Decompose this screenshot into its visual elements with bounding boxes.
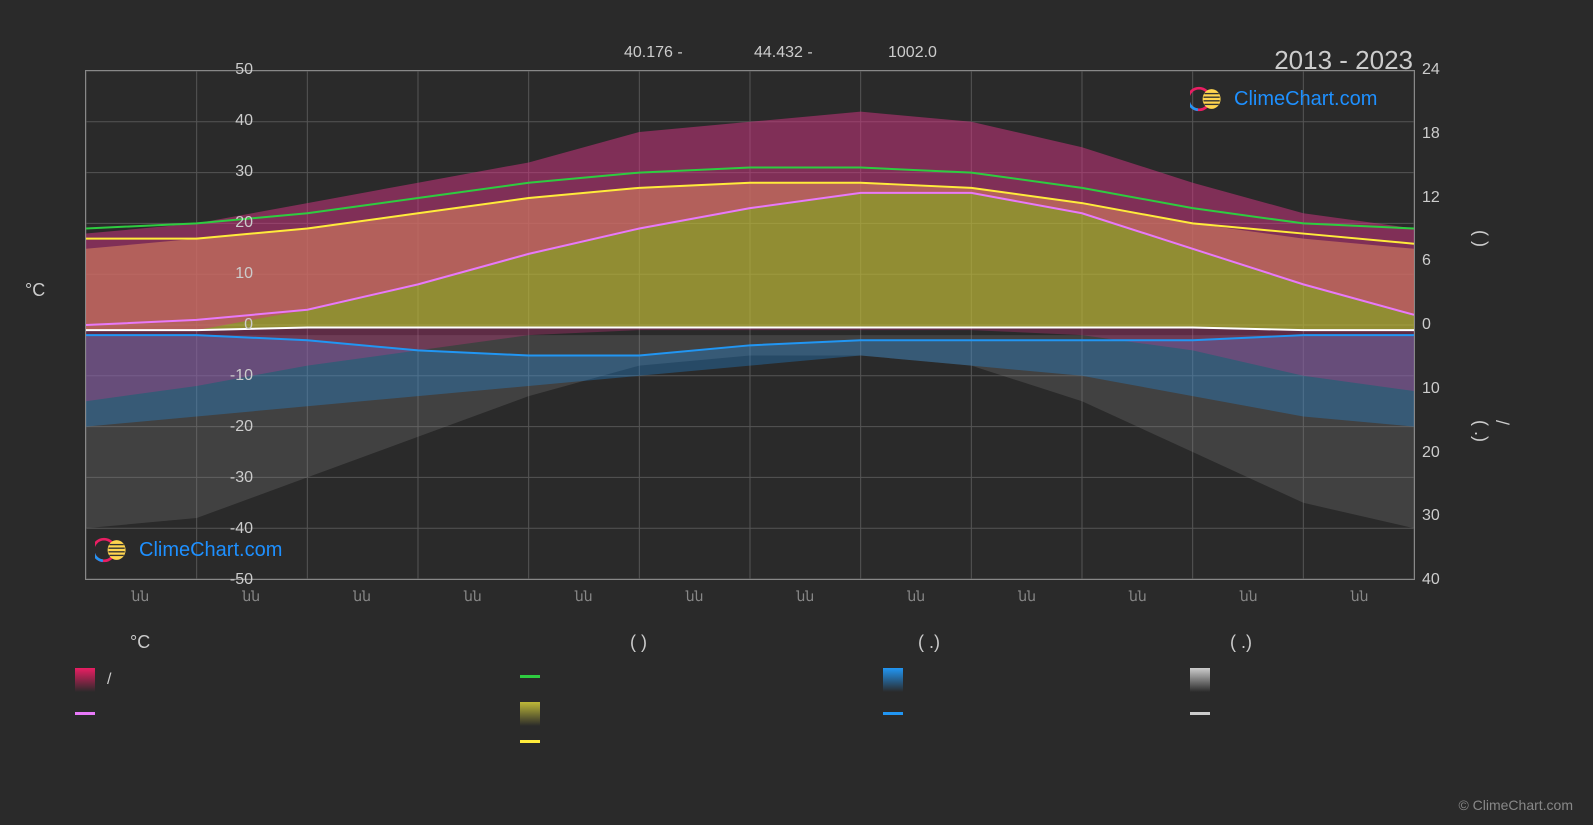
legend-header: ( .) [918, 632, 940, 653]
legend-item: / [75, 668, 111, 692]
y-right-tick: 24 [1422, 61, 1462, 79]
x-tick: նն [242, 588, 260, 605]
climechart-logo: ClimeChart.com [1190, 84, 1377, 114]
legend-line [883, 712, 903, 715]
chart-svg [86, 71, 1414, 579]
y-left-tick: -30 [213, 469, 253, 487]
legend-label: / [107, 671, 111, 689]
y-left-tick: -50 [213, 571, 253, 589]
legend-swatch [75, 668, 95, 692]
legend-item [1190, 668, 1222, 692]
legend-header: ( ) [630, 632, 647, 653]
y-left-tick: 0 [213, 316, 253, 334]
chart-plot-area [85, 70, 1415, 580]
copyright-text: © ClimeChart.com [1458, 797, 1573, 813]
legend-line [520, 675, 540, 678]
x-tick: նն [1240, 588, 1258, 605]
y-right-tick: 10 [1422, 380, 1462, 398]
y-right-tick: 12 [1422, 189, 1462, 207]
x-tick: նն [132, 588, 150, 605]
legend-line [75, 712, 95, 715]
legend-swatch [1190, 668, 1210, 692]
x-tick: նն [907, 588, 925, 605]
y-left-tick: 50 [213, 61, 253, 79]
logo-text: ClimeChart.com [139, 539, 282, 562]
header-lat: 40.176 - [624, 44, 683, 62]
x-tick: նն [575, 588, 593, 605]
y-right-tick: 20 [1422, 444, 1462, 462]
x-tick: նն [353, 588, 371, 605]
y-right-tick: 0 [1422, 316, 1462, 334]
legend-swatch [883, 668, 903, 692]
legend-line [520, 740, 540, 743]
header-lon: 44.432 - [754, 44, 813, 62]
x-tick: նն [1129, 588, 1147, 605]
y-left-tick: 30 [213, 163, 253, 181]
x-tick: նն [686, 588, 704, 605]
y-axis-left-title: °C [25, 280, 45, 301]
y-left-tick: 10 [213, 265, 253, 283]
legend-item [75, 712, 107, 715]
y-left-tick: -10 [213, 367, 253, 385]
x-tick: նն [464, 588, 482, 605]
x-tick: նն [1351, 588, 1369, 605]
y-right-tick: 6 [1422, 252, 1462, 270]
logo-text: ClimeChart.com [1234, 88, 1377, 111]
y-left-tick: -20 [213, 418, 253, 436]
x-tick: նն [797, 588, 815, 605]
legend-line [1190, 712, 1210, 715]
legend-swatch [520, 702, 540, 726]
legend-item [883, 668, 915, 692]
legend-item [520, 675, 552, 678]
legend-item [520, 702, 552, 726]
legend-item [1190, 712, 1222, 715]
legend-header: ( .) [1230, 632, 1252, 653]
y-right-tick: 30 [1422, 507, 1462, 525]
logo-icon [1190, 84, 1226, 114]
header-elev: 1002.0 [888, 44, 937, 62]
y-axis-right-title1: ( ) [1470, 230, 1491, 247]
y-left-tick: 40 [213, 112, 253, 130]
legend-item [520, 740, 552, 743]
logo-icon [95, 535, 131, 565]
y-right-tick: 18 [1422, 125, 1462, 143]
climechart-logo: ClimeChart.com [95, 535, 282, 565]
x-tick: նն [1018, 588, 1036, 605]
legend-header: °C [130, 632, 150, 653]
legend-item [883, 712, 915, 715]
y-axis-right-title2: / ( .) [1470, 420, 1512, 442]
y-left-tick: 20 [213, 214, 253, 232]
y-right-tick: 40 [1422, 571, 1462, 589]
